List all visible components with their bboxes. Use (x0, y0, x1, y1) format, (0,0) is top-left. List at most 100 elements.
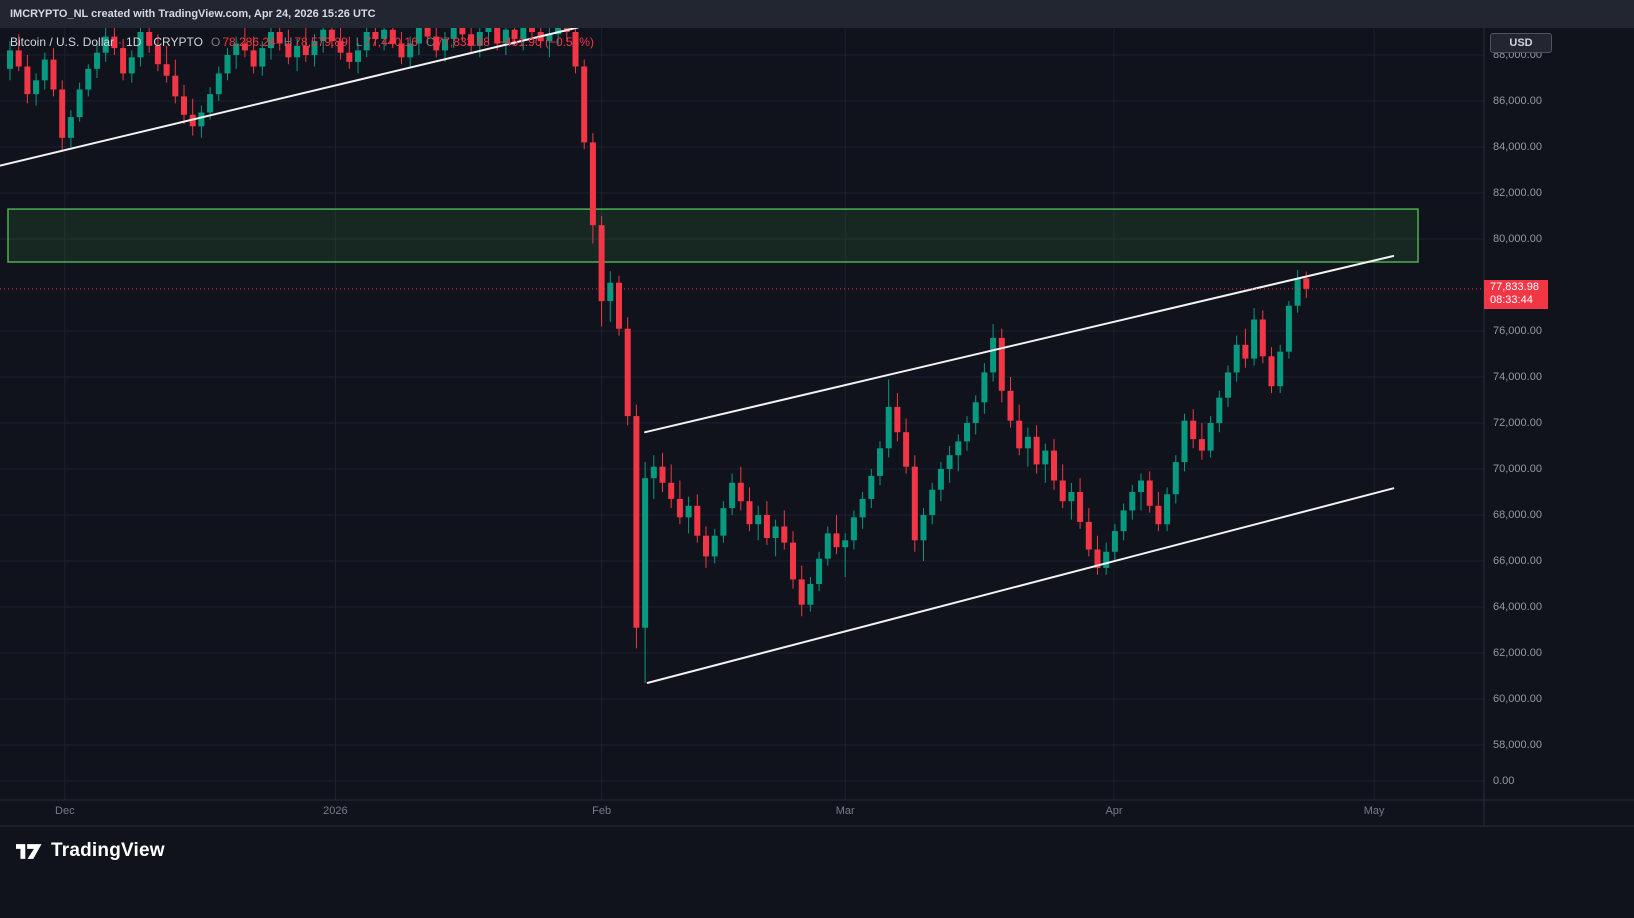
tradingview-logo[interactable]: TradingView (16, 840, 165, 862)
supply-zone-rectangle[interactable] (7, 208, 1419, 263)
candle-body (407, 43, 414, 58)
candle-body (1233, 344, 1240, 373)
candle-body (85, 68, 92, 90)
price-tick-label: 82,000.00 (1493, 187, 1542, 199)
candle-body (668, 482, 675, 499)
candle-body (842, 540, 849, 548)
candle-body (363, 32, 370, 51)
candle-body (337, 41, 344, 53)
candle-body (476, 32, 483, 46)
candle-body (50, 59, 57, 90)
time-tick-label: 2026 (323, 805, 348, 817)
candle-body (1303, 278, 1310, 289)
trendline-channel-lower[interactable] (646, 487, 1395, 684)
price-tick-label: 0.00 (1493, 775, 1515, 787)
candle-body (911, 466, 918, 541)
candle-body (850, 517, 857, 541)
candle-body (1294, 278, 1301, 306)
candle-body (276, 32, 283, 44)
price-tick-label: 62,000.00 (1493, 647, 1542, 659)
candle-body (1068, 492, 1075, 502)
candle-body (33, 80, 40, 95)
chart-legend[interactable]: Bitcoin / U.S. Dollar · 1D · CRYPTO O 78,286.2… (10, 35, 594, 49)
legend-separator: · (118, 35, 123, 49)
candle-body (424, 28, 431, 37)
price-tick-label: 84,000.00 (1493, 141, 1542, 153)
chart-canvas[interactable] (0, 28, 1634, 918)
interval-label[interactable]: 1D (126, 35, 142, 49)
candle-body (1190, 420, 1197, 440)
candle-body (233, 43, 240, 55)
candle-body (224, 55, 231, 74)
candle-body (398, 43, 405, 58)
candle-body (415, 28, 422, 44)
candle-body (1277, 351, 1284, 387)
candle-body (259, 48, 266, 67)
candle-body (511, 29, 518, 39)
candle-body (1225, 372, 1231, 398)
candle-body (1259, 319, 1266, 357)
candle-body (502, 29, 509, 44)
symbol-title[interactable]: Bitcoin / U.S. Dollar (10, 35, 115, 49)
price-tick-label: 64,000.00 (1493, 601, 1542, 613)
candle-body (198, 112, 205, 127)
candle-body (755, 515, 762, 525)
candle-body (181, 96, 187, 115)
candle-body (598, 225, 605, 302)
change-value: −451.90 (−0.58%) (497, 35, 594, 49)
candle-body (1172, 462, 1179, 495)
candle-body (990, 337, 997, 373)
currency-button[interactable]: USD (1490, 33, 1552, 53)
candle-body (703, 535, 709, 557)
price-tick-label: 86,000.00 (1493, 95, 1542, 107)
candle-body (302, 45, 309, 55)
candle-body (589, 142, 596, 226)
candle-body (781, 526, 788, 543)
candle-body (76, 89, 83, 118)
candle-body (137, 32, 144, 58)
candle-body (1120, 510, 1127, 532)
trendline-channel-upper[interactable] (644, 255, 1395, 434)
candle-body (154, 45, 161, 65)
price-tick-label: 72,000.00 (1493, 417, 1542, 429)
candle-body (859, 498, 866, 518)
candle-body (328, 29, 335, 42)
candle-body (529, 28, 535, 32)
candle-body (494, 28, 501, 44)
candle-body (903, 432, 910, 467)
time-tick-label: May (1363, 805, 1385, 817)
candle-body (450, 28, 457, 39)
exchange-label: CRYPTO (153, 35, 203, 49)
price-tick-label: 58,000.00 (1493, 739, 1542, 751)
candle-body (59, 89, 66, 138)
candles (7, 28, 1310, 683)
candle-body (1059, 480, 1066, 502)
price-tick-label: 66,000.00 (1493, 555, 1542, 567)
time-axis[interactable]: Dec 2026 Feb Mar Apr May (0, 800, 1484, 826)
candle-body (433, 36, 440, 51)
tradingview-mark-icon (16, 843, 42, 859)
candle-body (746, 501, 753, 525)
candle-body (128, 57, 135, 74)
candle-body (1198, 439, 1205, 451)
price-tick-label: 70,000.00 (1493, 463, 1542, 475)
candle-body (711, 535, 718, 557)
candle-body (633, 416, 640, 628)
candle-body (268, 32, 274, 49)
candle-body (1016, 420, 1023, 449)
candle-body (998, 337, 1005, 391)
candle-body (94, 52, 100, 69)
candle-body (929, 489, 936, 515)
candle-body (1146, 480, 1153, 506)
candle-body (964, 423, 970, 442)
candle-body (1129, 492, 1136, 511)
candle-body (1181, 420, 1188, 463)
grid (0, 28, 1484, 800)
current-price-badge: 77,833.98 08:33:44 (1484, 279, 1548, 309)
price-axis[interactable]: 88,000.00 86,000.00 84,000.00 82,000.00 80,0… (1484, 28, 1634, 826)
candle-body (790, 542, 796, 580)
candle-body (1164, 494, 1171, 525)
trendline-pre-crash-support[interactable] (0, 28, 579, 167)
candle-body (659, 466, 666, 483)
candle-body (146, 32, 153, 46)
